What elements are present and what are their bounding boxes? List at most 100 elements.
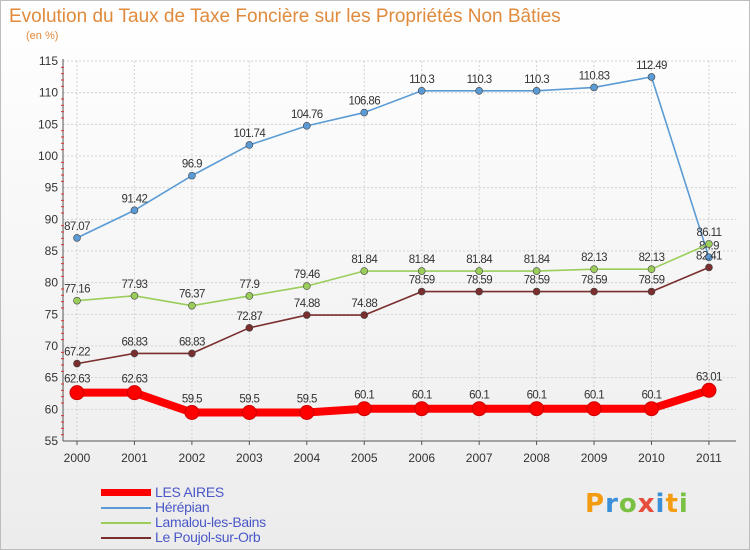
- data-label: 81.84: [524, 254, 551, 266]
- x-tick-label: 2006: [408, 451, 435, 465]
- data-point: [644, 401, 659, 417]
- data-label: 67.22: [64, 347, 90, 359]
- y-tick-label: 105: [38, 117, 58, 131]
- data-label: 82.41: [696, 250, 722, 262]
- data-label: 110.3: [409, 74, 434, 86]
- data-point: [188, 349, 196, 358]
- data-point: [590, 83, 598, 92]
- data-point: [590, 287, 598, 296]
- data-label: 62.63: [122, 374, 148, 386]
- legend-swatch: [101, 507, 151, 509]
- data-point: [126, 385, 142, 401]
- data-point: [73, 234, 81, 242]
- data-point: [302, 282, 311, 290]
- data-point: [360, 311, 369, 319]
- x-tick-label: 2011: [696, 451, 722, 465]
- legend-item-herepian: Hérépian: [101, 500, 361, 515]
- data-label: 106.86: [348, 96, 380, 108]
- data-label: 78.59: [524, 275, 550, 287]
- data-label: 77.93: [122, 279, 148, 291]
- data-point: [130, 291, 139, 300]
- data-point: [417, 86, 426, 95]
- data-point: [73, 296, 81, 305]
- data-point: [586, 401, 602, 417]
- data-point: [590, 265, 598, 273]
- data-point: [360, 267, 369, 275]
- data-label: 72.87: [236, 311, 262, 323]
- data-label: 76.37: [179, 289, 205, 301]
- data-label: 101.74: [234, 128, 267, 140]
- legend-label: LES AIRES: [155, 484, 224, 500]
- data-point: [705, 240, 713, 248]
- data-label: 110.83: [579, 70, 610, 82]
- legend-label: Le Poujol-sur-Orb: [155, 529, 261, 545]
- data-point: [705, 263, 713, 272]
- series-line-2: [76, 243, 710, 307]
- legend-swatch: [101, 537, 151, 539]
- data-label: 78.59: [409, 275, 435, 287]
- y-tick-label: 75: [45, 307, 59, 321]
- data-point: [360, 108, 369, 117]
- x-tick-label: 2002: [179, 451, 206, 465]
- data-point: [188, 171, 196, 180]
- data-label: 59.5: [239, 394, 259, 406]
- legend-item-le-poujol-sur-orb: Le Poujol-sur-Orb: [101, 530, 361, 545]
- y-tick-label: 55: [45, 434, 59, 448]
- data-point: [302, 122, 311, 130]
- data-point: [245, 292, 254, 300]
- data-label: 81.84: [466, 254, 493, 266]
- data-label: 60.1: [584, 390, 604, 402]
- legend-label: Lamalou-les-Bains: [155, 514, 266, 530]
- legend-swatch: [101, 489, 151, 496]
- x-tick-label: 2003: [236, 451, 263, 465]
- y-tick-label: 70: [45, 339, 59, 353]
- data-point: [245, 141, 254, 149]
- data-label: 104.76: [291, 109, 323, 121]
- data-label: 79.46: [294, 269, 320, 281]
- x-tick-label: 2005: [351, 451, 378, 465]
- data-point: [130, 206, 139, 215]
- y-tick-label: 60: [45, 402, 59, 416]
- x-tick-label: 2001: [121, 451, 148, 465]
- data-point: [414, 401, 430, 417]
- data-label: 91.42: [122, 193, 148, 205]
- legend-swatch: [101, 522, 151, 524]
- data-point: [417, 267, 426, 275]
- x-tick-label: 2009: [581, 451, 608, 465]
- data-point: [701, 382, 717, 398]
- data-point: [532, 287, 541, 296]
- data-label: 86.11: [696, 227, 721, 239]
- data-point: [475, 287, 483, 296]
- chart-title: Evolution du Taux de Taxe Foncière sur l…: [9, 6, 561, 27]
- data-label: 77.16: [64, 284, 90, 296]
- y-tick-label: 85: [45, 244, 59, 258]
- data-point: [471, 401, 487, 417]
- data-label: 63.01: [696, 371, 722, 383]
- data-label: 77.9: [239, 279, 259, 291]
- data-point: [188, 301, 196, 310]
- x-tick-label: 2007: [466, 451, 493, 465]
- data-label: 78.59: [639, 275, 665, 287]
- data-label: 60.1: [527, 390, 547, 402]
- data-point: [73, 359, 81, 368]
- data-label: 82.13: [639, 252, 665, 264]
- data-label: 68.83: [122, 336, 148, 348]
- series-line-3: [76, 266, 710, 365]
- data-label: 87.07: [64, 221, 90, 233]
- series-line-1: [76, 76, 710, 259]
- y-tick-label: 65: [45, 371, 59, 385]
- data-point: [647, 265, 656, 273]
- data-label: 60.1: [469, 390, 489, 402]
- data-point: [475, 86, 483, 95]
- legend-item-lamalou-les-bains: Lamalou-les-Bains: [101, 515, 361, 530]
- data-point: [647, 287, 656, 296]
- legend: LES AIRES Hérépian Lamalou-les-Bains Le …: [101, 485, 361, 545]
- data-label: 62.63: [64, 374, 90, 386]
- y-tick-label: 100: [38, 149, 58, 163]
- data-point: [302, 311, 311, 319]
- data-point: [647, 73, 656, 81]
- data-point: [184, 405, 200, 420]
- series-line-0: [73, 386, 713, 417]
- data-label: 60.1: [412, 390, 432, 402]
